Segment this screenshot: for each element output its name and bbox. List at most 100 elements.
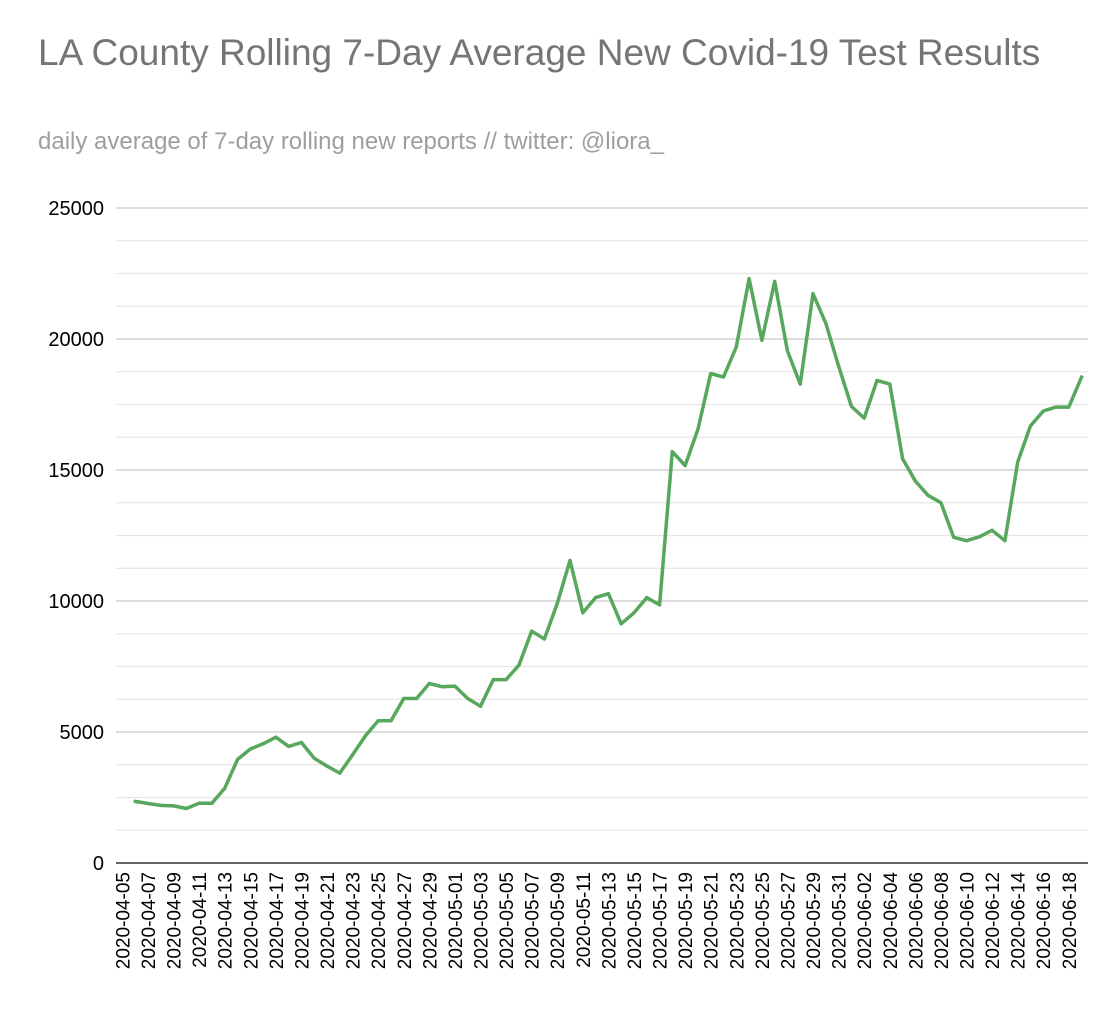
data-point <box>581 611 585 615</box>
x-tick-label: 2020-05-27 <box>778 872 799 969</box>
x-tick-label: 2020-06-10 <box>958 872 979 969</box>
x-tick-label: 2020-05-07 <box>523 872 544 969</box>
y-tick-label: 0 <box>93 853 104 875</box>
data-point <box>824 321 828 325</box>
x-tick-label: 2020-06-04 <box>881 872 902 970</box>
data-point <box>517 663 521 667</box>
data-point <box>670 450 674 454</box>
data-point <box>1080 375 1084 379</box>
x-tick-label: 2020-04-27 <box>395 872 416 969</box>
data-point <box>210 801 214 805</box>
x-tick-label: 2020-05-05 <box>497 872 518 969</box>
y-tick-label: 5000 <box>60 722 105 744</box>
data-point <box>530 629 534 633</box>
data-point <box>849 404 854 408</box>
x-axis-ticks: 2020-04-05 2020-04-07 2020-04-09 2020-04-11… <box>113 872 1080 970</box>
data-point <box>223 786 227 790</box>
data-point <box>645 596 649 600</box>
x-tick-label: 2020-05-15 <box>625 872 646 969</box>
data-point <box>952 535 956 539</box>
data-point <box>568 558 572 563</box>
x-tick-label: 2020-05-23 <box>727 872 748 969</box>
x-tick-label: 2020-04-29 <box>420 872 441 969</box>
data-point <box>415 696 419 701</box>
data-point <box>159 803 163 808</box>
data-point <box>696 427 700 431</box>
data-point <box>747 277 751 281</box>
data-point <box>555 602 559 606</box>
y-axis-ticks: 0 5000 10000 15000 20000 25000 <box>48 198 104 875</box>
x-tick-label: 2020-06-18 <box>1060 872 1081 969</box>
x-tick-label: 2020-05-01 <box>446 872 467 969</box>
x-tick-label: 2020-05-17 <box>651 872 672 969</box>
data-point <box>683 463 687 468</box>
data-point <box>811 292 815 296</box>
data-point <box>964 539 969 543</box>
chart-subtitle: daily average of 7-day rolling new repor… <box>38 128 664 155</box>
y-tick-label: 10000 <box>48 591 104 613</box>
data-point <box>619 622 623 626</box>
y-tick-label: 15000 <box>48 460 104 482</box>
data-point <box>606 592 611 596</box>
data-point <box>184 806 188 811</box>
data-point <box>478 704 483 708</box>
data-point <box>901 457 905 461</box>
data-point <box>235 757 240 762</box>
data-point <box>913 479 917 483</box>
x-tick-label: 2020-04-07 <box>139 872 160 969</box>
data-point <box>734 345 738 349</box>
data-point <box>172 804 176 808</box>
data-point <box>427 681 431 686</box>
grid-lines <box>116 207 1088 864</box>
data-point <box>542 637 547 641</box>
x-tick-label: 2020-04-11 <box>190 872 211 968</box>
x-tick-label: 2020-05-09 <box>548 872 569 969</box>
data-point <box>721 375 726 379</box>
data-point <box>491 678 495 682</box>
data-point <box>466 696 470 701</box>
data-point <box>875 378 879 382</box>
x-tick-label: 2020-05-11 <box>574 872 595 968</box>
data-point <box>363 734 367 738</box>
x-tick-label: 2020-05-29 <box>804 872 825 969</box>
x-tick-label: 2020-05-13 <box>599 872 620 969</box>
x-tick-label: 2020-06-02 <box>855 872 876 969</box>
data-point <box>504 678 508 682</box>
x-tick-label: 2020-04-09 <box>165 872 186 969</box>
data-point <box>760 338 764 342</box>
x-tick-label: 2020-04-25 <box>369 872 390 969</box>
y-tick-label: 20000 <box>48 329 104 351</box>
data-point <box>658 603 662 607</box>
data-point <box>453 684 457 688</box>
data-point <box>287 744 291 749</box>
data-point <box>785 349 790 353</box>
data-point <box>798 382 802 386</box>
x-tick-label: 2020-04-13 <box>216 872 237 969</box>
data-point <box>261 742 265 746</box>
x-tick-label: 2020-04-23 <box>344 872 365 969</box>
x-tick-label: 2020-06-12 <box>983 872 1004 969</box>
x-tick-label: 2020-05-31 <box>830 872 851 969</box>
x-tick-label: 2020-05-21 <box>702 872 723 969</box>
x-tick-label: 2020-06-16 <box>1034 872 1055 969</box>
data-point <box>1067 405 1071 409</box>
series-layer <box>133 276 1084 811</box>
x-tick-label: 2020-04-19 <box>292 872 313 969</box>
data-point <box>773 279 777 283</box>
data-point <box>594 596 598 600</box>
chart-title: LA County Rolling 7-Day Average New Covi… <box>38 32 1041 73</box>
data-point <box>312 756 316 760</box>
x-tick-label: 2020-05-25 <box>753 872 774 969</box>
data-point <box>1054 405 1058 409</box>
data-point <box>977 535 981 539</box>
data-point <box>709 372 713 376</box>
x-tick-label: 2020-04-05 <box>113 872 134 969</box>
data-point <box>338 771 342 775</box>
x-tick-label: 2020-04-15 <box>241 872 262 969</box>
data-point <box>389 719 393 723</box>
data-point <box>299 740 303 745</box>
data-point <box>926 493 930 497</box>
data-point <box>1003 539 1007 543</box>
series-line <box>133 276 1084 811</box>
